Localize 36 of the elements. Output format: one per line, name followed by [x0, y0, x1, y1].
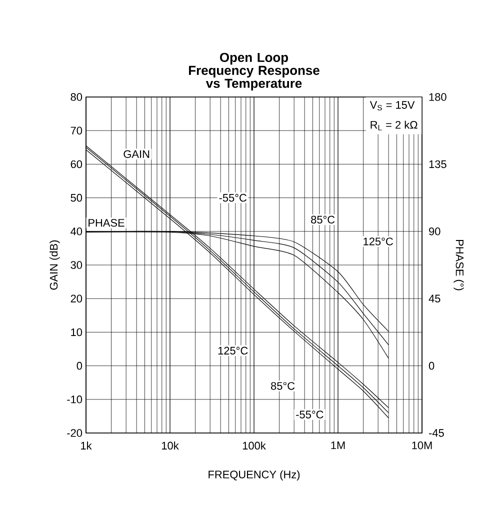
y2-tick-label: -45 [429, 429, 444, 437]
y-tick-label: 10 [71, 328, 82, 336]
y2-tick-label: 135 [429, 160, 446, 168]
annotation: -55°C [219, 194, 247, 202]
y-tick-label: 80 [70, 93, 82, 101]
annotation: 125°C [218, 346, 248, 355]
y-tick-label: -10 [67, 396, 82, 404]
annotation: 85°C [270, 382, 295, 390]
annotation: 125°C [364, 238, 393, 246]
x-tick-label: 100k [242, 442, 266, 450]
y2-axis-title: PHASE (°) [454, 240, 464, 290]
chart-title: Open Loop Frequency Response vs Temperature [189, 52, 320, 90]
annotation: -55°C [296, 410, 324, 418]
y2-tick-label: 180 [429, 93, 446, 101]
y2-tick-label: 90 [429, 228, 440, 236]
x-tick-label: 1k [81, 442, 92, 450]
annotation: PHASE [88, 218, 124, 227]
y-tick-label: -20 [67, 429, 82, 437]
y-tick-label: 50 [70, 194, 82, 202]
x-tick-label: 1M [331, 442, 345, 450]
annotation: GAIN [124, 150, 150, 158]
annotation: V$_{S}$ = 15V [370, 101, 415, 110]
y-tick-label: 20 [70, 294, 82, 302]
x-tick-label: 10k [162, 442, 179, 450]
y2-tick-label: 0 [428, 362, 434, 370]
y-tick-label: 30 [70, 261, 82, 269]
annotation: 85°C [311, 216, 335, 224]
y-tick-label: 0 [76, 362, 82, 370]
y2-tick-label: 45 [428, 294, 440, 302]
y-tick-label: 60 [70, 160, 82, 168]
y-tick-label: 40 [70, 228, 82, 236]
annotation: R$_{L}$ = 2 kΩ [370, 120, 418, 130]
x-tick-label: 10M [412, 442, 432, 450]
y-tick-label: 70 [70, 126, 82, 134]
x-axis-title: FREQUENCY (Hz) [208, 470, 300, 481]
y-axis-title: GAIN (dB) [50, 240, 60, 290]
